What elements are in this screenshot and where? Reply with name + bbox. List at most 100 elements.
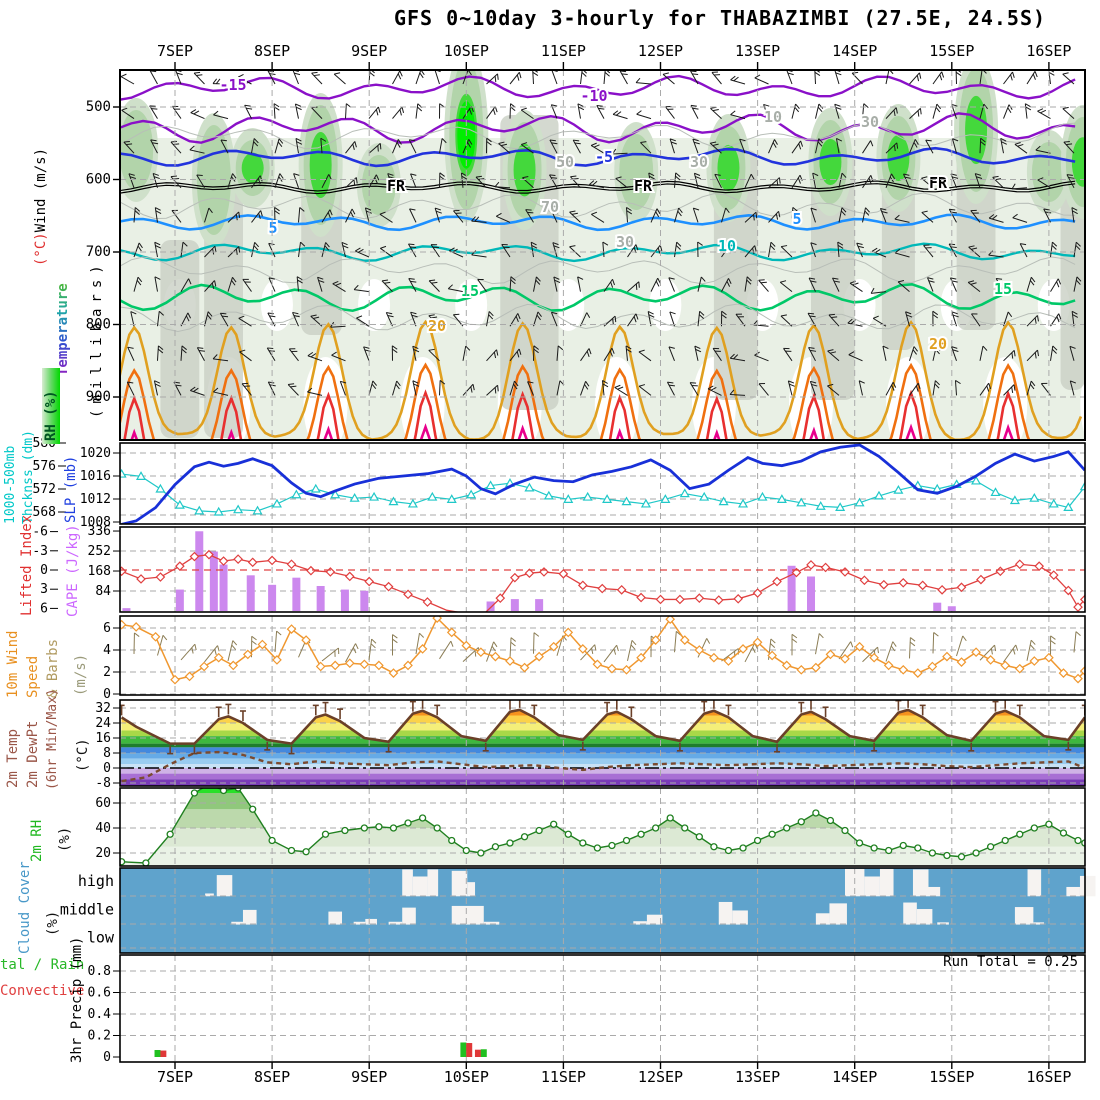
panel-cloud: high middle low	[60, 867, 1096, 954]
svg-text:568: 568	[33, 505, 56, 520]
svg-text:-15: -15	[219, 76, 246, 94]
p8-total-rain-label: tal / Rain	[0, 957, 85, 973]
svg-text:1020: 1020	[80, 446, 111, 461]
svg-text:15: 15	[461, 282, 479, 300]
surface-wind-barbs	[133, 630, 1081, 663]
panel-precip: 0.8 0.6 0.4 0.2 0 Run Total = 0.25 7SEP 8SEP 9SE…	[88, 954, 1086, 1086]
svg-text:30: 30	[861, 113, 879, 131]
svg-text:FR: FR	[929, 174, 948, 192]
svg-text:0: 0	[103, 1050, 111, 1065]
svg-text:1008: 1008	[80, 515, 111, 530]
svg-text:6: 6	[40, 601, 48, 616]
p3-cape-label: CAPE (J/kg)	[65, 524, 81, 617]
svg-text:10SEP: 10SEP	[444, 42, 489, 60]
svg-text:high: high	[78, 872, 114, 890]
svg-text:70: 70	[541, 198, 559, 216]
svg-text:middle: middle	[60, 900, 114, 918]
svg-text:16SEP: 16SEP	[1026, 1068, 1071, 1086]
svg-text:30: 30	[690, 153, 708, 171]
p4-wind-units-label: (m/s)	[73, 653, 89, 696]
svg-text:60: 60	[95, 796, 111, 811]
svg-text:-8: -8	[95, 776, 111, 791]
p4-wind-label-3: & Barbs	[45, 638, 61, 698]
svg-text:20: 20	[428, 317, 446, 335]
svg-text:13SEP: 13SEP	[735, 1068, 780, 1086]
p6-units-label: (%)	[57, 826, 73, 852]
svg-text:11SEP: 11SEP	[541, 1068, 586, 1086]
p8-convective-label: Convective	[0, 983, 85, 999]
svg-text:1012: 1012	[80, 492, 111, 507]
panel-rh2m: 60 40 20	[95, 787, 1086, 867]
svg-text:-10: -10	[580, 87, 607, 105]
svg-text:16: 16	[95, 731, 111, 746]
p7-cloud-label: Cloud Cover	[17, 861, 33, 954]
svg-text:50: 50	[556, 153, 574, 171]
svg-text:12SEP: 12SEP	[638, 42, 683, 60]
svg-text:0.4: 0.4	[88, 1007, 112, 1022]
svg-text:7SEP: 7SEP	[157, 1068, 193, 1086]
p5-temp-label: 2m Temp	[5, 728, 21, 788]
svg-text:30: 30	[616, 233, 634, 251]
svg-text:576: 576	[33, 459, 56, 474]
svg-text:-5: -5	[595, 148, 613, 166]
p6-rh-label: 2m RH	[29, 819, 45, 862]
svg-text:15: 15	[994, 280, 1012, 298]
p1-temperature-label: Temperature	[55, 186, 71, 376]
svg-text:9SEP: 9SEP	[351, 1068, 387, 1086]
panel-slp-thickness: 1020101610121008580576572568	[33, 436, 1086, 530]
p2-thickness-label-2: Thcknss (dm)	[21, 430, 36, 524]
svg-text:600: 600	[86, 172, 111, 188]
svg-text:FR: FR	[634, 177, 653, 195]
p1-rh-label: RH (%)	[42, 368, 60, 444]
svg-text:8SEP: 8SEP	[254, 42, 290, 60]
svg-text:12SEP: 12SEP	[638, 1068, 683, 1086]
svg-text:900: 900	[86, 389, 111, 405]
svg-text:9SEP: 9SEP	[351, 42, 387, 60]
svg-text:0: 0	[103, 687, 111, 702]
svg-text:500: 500	[86, 99, 111, 115]
svg-text:FR: FR	[387, 177, 406, 195]
svg-text:24: 24	[95, 716, 111, 731]
p1-wind-label: Wind (m/s)	[33, 147, 49, 233]
p5-minmax-label: (6hr Min/Max)	[45, 688, 60, 790]
svg-text:low: low	[87, 929, 115, 947]
svg-text:16SEP: 16SEP	[1026, 42, 1071, 60]
svg-text:6: 6	[103, 621, 111, 636]
chart-title: GFS 0~10day 3-hourly for THABAZIMBI (27.…	[393, 6, 1047, 30]
svg-text:20: 20	[95, 846, 111, 861]
svg-text:0.2: 0.2	[88, 1029, 111, 1044]
svg-text:168: 168	[88, 564, 111, 579]
svg-text:572: 572	[33, 482, 56, 497]
svg-text:0.8: 0.8	[88, 964, 111, 979]
svg-text:1016: 1016	[80, 469, 111, 484]
svg-text:-3: -3	[32, 544, 48, 559]
upper-wind-barbs	[120, 70, 1082, 396]
svg-text:40: 40	[95, 821, 111, 836]
svg-text:336: 336	[88, 524, 111, 539]
p5-units-label: (°C)	[75, 738, 91, 772]
svg-text:13SEP: 13SEP	[735, 42, 780, 60]
svg-text:8: 8	[103, 746, 111, 761]
svg-text:-6: -6	[32, 525, 48, 540]
p1-wind-axis-label: (°C)Wind (m/s)	[33, 66, 49, 266]
svg-text:5: 5	[268, 219, 277, 237]
svg-text:700: 700	[86, 244, 111, 260]
svg-text:10SEP: 10SEP	[444, 1068, 489, 1086]
p3-lifted-index-label: Lifted Index	[19, 514, 35, 616]
svg-text:14SEP: 14SEP	[832, 42, 877, 60]
svg-text:15SEP: 15SEP	[929, 42, 974, 60]
svg-text:11SEP: 11SEP	[541, 42, 586, 60]
p1-millibars-label: (millibars)	[89, 259, 105, 418]
svg-text:8SEP: 8SEP	[254, 1068, 290, 1086]
svg-text:3: 3	[40, 582, 48, 597]
panel-wind10m: 6 4 2 0	[103, 615, 1086, 702]
p7-units-label: (%)	[45, 910, 61, 936]
svg-text:252: 252	[88, 544, 111, 559]
p2-thickness-label-1: 1000-500mb	[3, 445, 18, 524]
svg-text:2: 2	[103, 665, 111, 680]
panel-cape-li: -6 -3 0 3 6 336 252 168 84	[32, 524, 1086, 616]
